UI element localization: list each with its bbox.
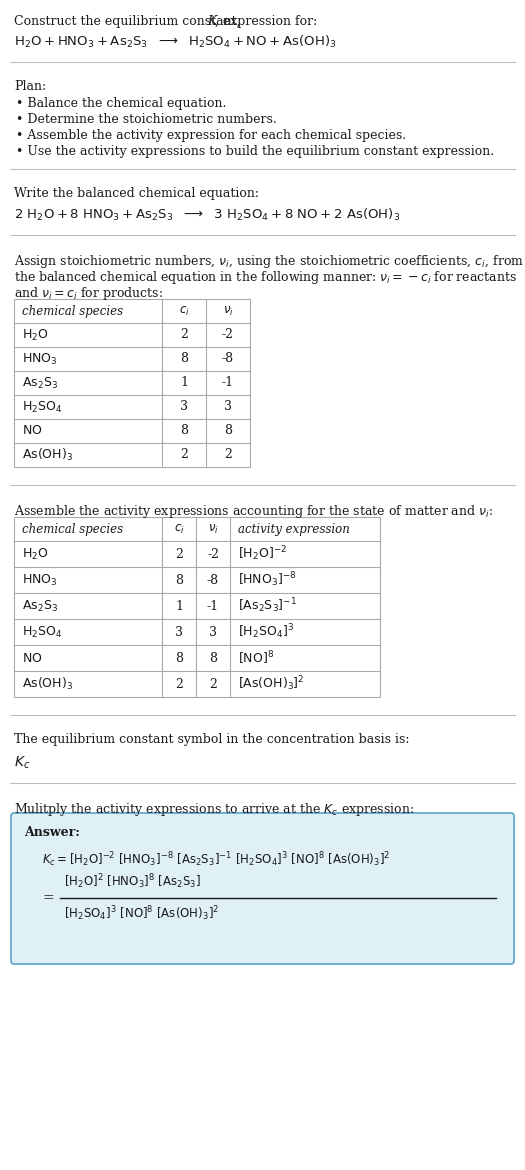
Text: 8: 8 [175, 573, 183, 586]
Text: Assign stoichiometric numbers, $\nu_i$, using the stoichiometric coefficients, $: Assign stoichiometric numbers, $\nu_i$, … [14, 253, 524, 270]
Text: $\mathregular{H_2O + HNO_3 + As_2S_3}$  $\longrightarrow$  $\mathregular{H_2SO_4: $\mathregular{H_2O + HNO_3 + As_2S_3}$ $… [14, 34, 337, 50]
Text: $\mathregular{H_2SO_4}$: $\mathregular{H_2SO_4}$ [22, 625, 62, 640]
Text: The equilibrium constant symbol in the concentration basis is:: The equilibrium constant symbol in the c… [14, 732, 410, 746]
Text: $\mathregular{NO}$: $\mathregular{NO}$ [22, 425, 43, 438]
Text: -2: -2 [222, 329, 234, 342]
Text: 8: 8 [209, 652, 217, 665]
Text: Write the balanced chemical equation:: Write the balanced chemical equation: [14, 187, 259, 200]
Text: 3: 3 [224, 400, 232, 413]
Text: $\mathregular{NO}$: $\mathregular{NO}$ [22, 652, 43, 665]
Text: 2: 2 [180, 448, 188, 461]
Text: • Balance the chemical equation.: • Balance the chemical equation. [16, 97, 226, 110]
Text: $\mathregular{H_2O}$: $\mathregular{H_2O}$ [22, 328, 49, 343]
Text: activity expression: activity expression [238, 523, 350, 536]
Bar [14, 517, 380, 697]
Text: Mulitply the activity expressions to arrive at the $K_c$ expression:: Mulitply the activity expressions to arr… [14, 801, 414, 818]
Text: 2: 2 [209, 677, 217, 690]
Text: and $\nu_i = c_i$ for products:: and $\nu_i = c_i$ for products: [14, 285, 163, 302]
Text: the balanced chemical equation in the following manner: $\nu_i = -c_i$ for react: the balanced chemical equation in the fo… [14, 269, 517, 285]
Text: $K_c$: $K_c$ [14, 755, 30, 771]
Text: =: = [42, 892, 54, 906]
Text: $\nu_i$: $\nu_i$ [207, 523, 218, 536]
Text: 2: 2 [180, 329, 188, 342]
Text: 8: 8 [175, 652, 183, 665]
Text: $[\mathrm{H_2SO_4}]^3\ [\mathrm{NO}]^8\ [\mathrm{As(OH)_3}]^2$: $[\mathrm{H_2SO_4}]^3\ [\mathrm{NO}]^8\ … [64, 904, 219, 923]
Text: $\mathregular{[H_2SO_4]^3}$: $\mathregular{[H_2SO_4]^3}$ [238, 622, 294, 641]
Text: $\mathregular{[HNO_3]^{-8}}$: $\mathregular{[HNO_3]^{-8}}$ [238, 571, 297, 590]
Text: $\mathregular{As_2S_3}$: $\mathregular{As_2S_3}$ [22, 598, 58, 613]
Text: $K_c = [\mathrm{H_2O}]^{-2}\ [\mathrm{HNO_3}]^{-8}\ [\mathrm{As_2S_3}]^{-1}\ [\m: $K_c = [\mathrm{H_2O}]^{-2}\ [\mathrm{HN… [42, 849, 391, 868]
Text: -2: -2 [207, 548, 219, 560]
Text: $\mathregular{[As_2S_3]^{-1}}$: $\mathregular{[As_2S_3]^{-1}}$ [238, 597, 297, 615]
Text: $\mathregular{HNO_3}$: $\mathregular{HNO_3}$ [22, 572, 58, 587]
Text: Assemble the activity expressions accounting for the state of matter and $\nu_i$: Assemble the activity expressions accoun… [14, 503, 493, 519]
Text: $\mathregular{As(OH)_3}$: $\mathregular{As(OH)_3}$ [22, 676, 73, 691]
Text: $\mathregular{HNO_3}$: $\mathregular{HNO_3}$ [22, 351, 58, 366]
Text: chemical species: chemical species [22, 523, 123, 536]
Text: • Assemble the activity expression for each chemical species.: • Assemble the activity expression for e… [16, 129, 406, 142]
Text: 3: 3 [209, 626, 217, 639]
Text: -8: -8 [207, 573, 219, 586]
Text: 3: 3 [180, 400, 188, 413]
Text: -1: -1 [222, 377, 234, 390]
Text: $\mathregular{2\ H_2O + 8\ HNO_3 + As_2S_3}$  $\longrightarrow$  $\mathregular{3: $\mathregular{2\ H_2O + 8\ HNO_3 + As_2S… [14, 207, 400, 223]
Text: $[\mathrm{H_2O}]^2\ [\mathrm{HNO_3}]^8\ [\mathrm{As_2S_3}]$: $[\mathrm{H_2O}]^2\ [\mathrm{HNO_3}]^8\ … [64, 873, 201, 892]
Text: -8: -8 [222, 352, 234, 365]
Text: $\mathregular{As(OH)_3}$: $\mathregular{As(OH)_3}$ [22, 447, 73, 463]
Text: chemical species: chemical species [22, 304, 123, 317]
Text: $\mathregular{H_2SO_4}$: $\mathregular{H_2SO_4}$ [22, 399, 62, 414]
Text: 2: 2 [175, 548, 183, 560]
Text: • Determine the stoichiometric numbers.: • Determine the stoichiometric numbers. [16, 113, 277, 126]
Text: K: K [207, 15, 216, 28]
Text: 8: 8 [180, 352, 188, 365]
Text: 8: 8 [180, 425, 188, 438]
Text: 2: 2 [224, 448, 232, 461]
Text: 1: 1 [175, 599, 183, 613]
Text: • Use the activity expressions to build the equilibrium constant expression.: • Use the activity expressions to build … [16, 145, 494, 158]
Text: $\mathregular{[H_2O]^{-2}}$: $\mathregular{[H_2O]^{-2}}$ [238, 545, 287, 563]
Text: $\mathregular{[NO]^8}$: $\mathregular{[NO]^8}$ [238, 649, 274, 667]
Text: $\mathregular{[As(OH)_3]^2}$: $\mathregular{[As(OH)_3]^2}$ [238, 675, 304, 694]
Text: -1: -1 [207, 599, 219, 613]
Bar [14, 300, 250, 467]
Text: $\mathregular{H_2O}$: $\mathregular{H_2O}$ [22, 546, 49, 562]
Text: , expression for:: , expression for: [215, 15, 317, 28]
Text: $c_i$: $c_i$ [174, 523, 184, 536]
FancyBboxPatch shape [11, 813, 514, 964]
Text: 1: 1 [180, 377, 188, 390]
Text: Plan:: Plan: [14, 80, 46, 92]
Text: 3: 3 [175, 626, 183, 639]
Text: 8: 8 [224, 425, 232, 438]
Text: $\nu_i$: $\nu_i$ [223, 304, 234, 317]
Text: $c_i$: $c_i$ [178, 304, 190, 317]
Text: Answer:: Answer: [24, 826, 80, 839]
Text: 2: 2 [175, 677, 183, 690]
Text: $\mathregular{As_2S_3}$: $\mathregular{As_2S_3}$ [22, 376, 58, 391]
Text: Construct the equilibrium constant,: Construct the equilibrium constant, [14, 15, 245, 28]
